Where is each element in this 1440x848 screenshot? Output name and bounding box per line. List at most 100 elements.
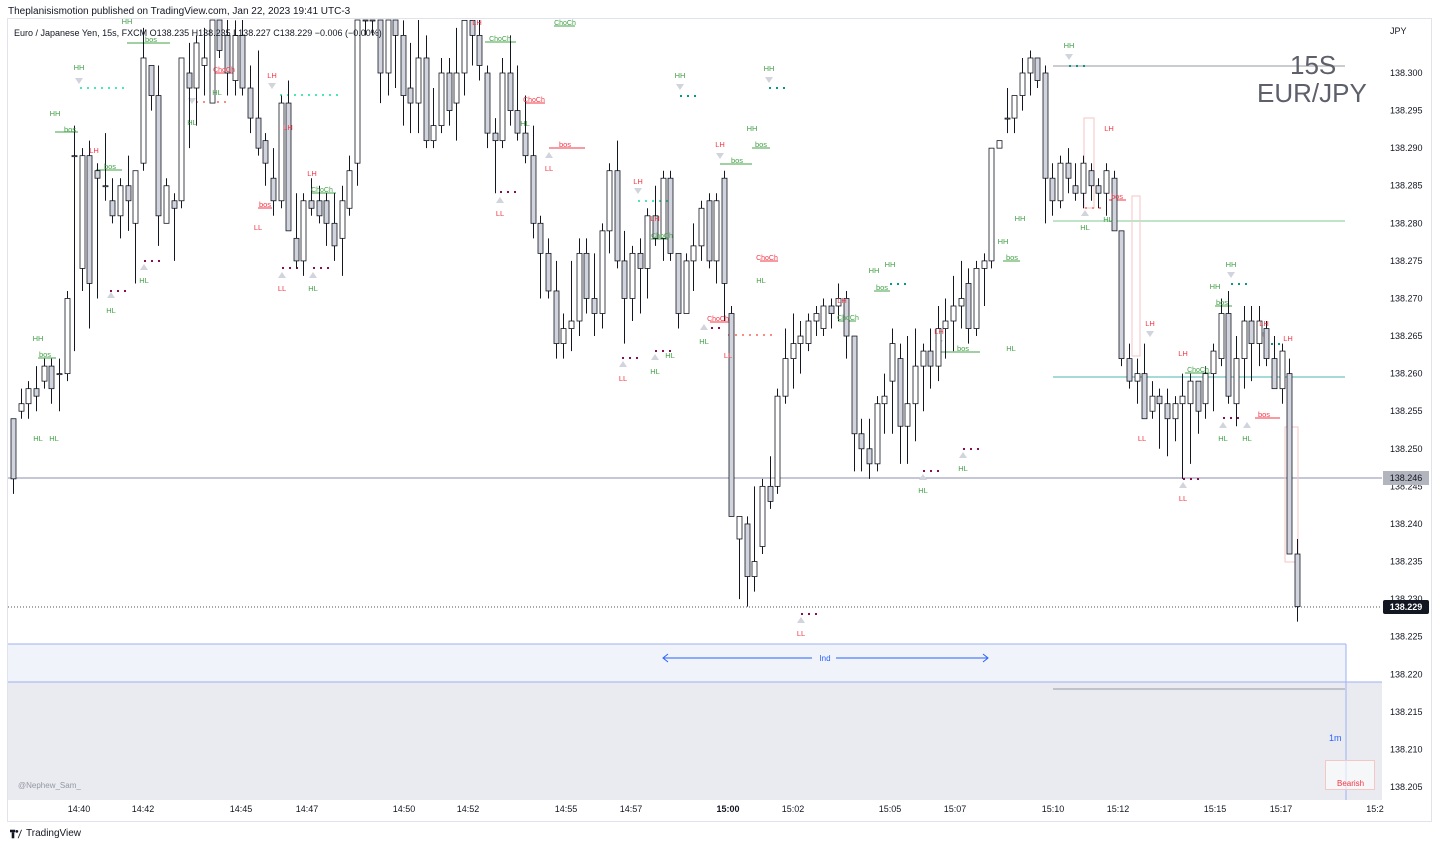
candle-body bbox=[48, 365, 55, 390]
structure-label: LH bbox=[1259, 319, 1269, 328]
candle-body bbox=[1057, 162, 1064, 202]
structure-label: LH bbox=[715, 140, 725, 149]
candle-body bbox=[583, 252, 590, 299]
currency-label: JPY bbox=[1390, 26, 1407, 36]
price-tick-label: 138.260 bbox=[1390, 369, 1423, 379]
candle-body bbox=[675, 252, 682, 314]
price-tick-label: 138.270 bbox=[1390, 293, 1423, 303]
price-tick-label: 138.255 bbox=[1390, 406, 1423, 416]
structure-label: ChoCh bbox=[213, 67, 235, 74]
structure-label: LL bbox=[496, 209, 504, 218]
symbol-name: Euro / Japanese Yen, 15s, FXCM bbox=[14, 28, 148, 38]
candle-body bbox=[728, 313, 735, 517]
structure-label: HH bbox=[885, 260, 896, 269]
candle-body bbox=[652, 215, 659, 239]
time-tick-label: 15:02 bbox=[782, 804, 805, 814]
structure-label: ChoCh bbox=[311, 187, 333, 194]
candle-body bbox=[721, 177, 728, 284]
structure-label: LL bbox=[1138, 434, 1146, 443]
candle-body bbox=[1065, 162, 1072, 179]
bias-box bbox=[1325, 760, 1375, 790]
structure-label: HL bbox=[212, 88, 222, 97]
structure-label: bos bbox=[1111, 192, 1123, 201]
structure-label: LL bbox=[724, 351, 732, 360]
candle-body bbox=[415, 57, 422, 104]
price-tick-label: 138.290 bbox=[1390, 143, 1423, 153]
candle-body bbox=[94, 170, 101, 179]
candle-body bbox=[1233, 358, 1240, 405]
candle-body bbox=[117, 185, 124, 217]
structure-label: ChoCh bbox=[651, 233, 673, 240]
structure-label: HL bbox=[665, 351, 675, 360]
price-axis[interactable]: 138.300 138.295 138.290 138.285 138.280 138.2… bbox=[1390, 68, 1423, 792]
candle-body bbox=[660, 177, 667, 239]
candle-body bbox=[1256, 320, 1263, 344]
candle-body bbox=[644, 215, 651, 269]
structure-label: bos bbox=[559, 140, 571, 149]
structure-label: LH bbox=[934, 327, 944, 336]
candle-body bbox=[545, 252, 552, 292]
price-tick-label: 138.230 bbox=[1390, 594, 1423, 604]
candle-body bbox=[33, 388, 40, 397]
candle-body bbox=[423, 57, 430, 142]
candle-body bbox=[18, 403, 25, 412]
time-axis[interactable]: 14:40 14:42 14:45 14:47 14:50 14:52 14:55 14:57… bbox=[68, 804, 1384, 814]
candle-body bbox=[125, 185, 132, 202]
candle-body bbox=[1218, 313, 1225, 359]
time-tick-label: 15:07 bbox=[944, 804, 967, 814]
structure-label: LH bbox=[472, 18, 482, 27]
current-price-value: 138.246 bbox=[1390, 473, 1423, 483]
candle-body bbox=[492, 132, 499, 142]
candle-body bbox=[621, 260, 628, 299]
price-tick-label: 138.210 bbox=[1390, 744, 1423, 754]
candle-body bbox=[973, 268, 980, 329]
candle-body bbox=[1156, 395, 1163, 405]
candle-body bbox=[713, 200, 720, 262]
candle-body bbox=[1179, 395, 1186, 405]
candle-body bbox=[965, 283, 972, 329]
structure-label: HL bbox=[33, 434, 43, 443]
structure-label: LH bbox=[1283, 334, 1293, 343]
candle-body bbox=[323, 200, 330, 224]
candle-body bbox=[1195, 380, 1202, 412]
structure-label: bos bbox=[1216, 298, 1228, 307]
candle-body bbox=[1042, 72, 1049, 179]
structure-label: HL bbox=[1103, 215, 1113, 224]
candle-body bbox=[392, 19, 399, 36]
swing-triangles bbox=[75, 54, 1268, 623]
structure-label: ChoCh bbox=[1187, 367, 1209, 374]
tradingview-logo[interactable]: TradingView bbox=[10, 828, 81, 839]
candle-body bbox=[782, 358, 789, 397]
candle-body bbox=[1118, 230, 1125, 359]
price-tick-label: 138.285 bbox=[1390, 181, 1423, 191]
structure-label: bos bbox=[39, 350, 51, 359]
candle-body bbox=[499, 72, 506, 142]
candle-body bbox=[1241, 320, 1248, 360]
publisher-header: Theplanisismotion published on TradingVi… bbox=[8, 6, 351, 17]
candle-body bbox=[767, 485, 774, 502]
candle-body bbox=[698, 207, 705, 247]
structure-label: LH bbox=[837, 296, 847, 305]
price-tick-label: 138.235 bbox=[1390, 557, 1423, 567]
candle-body bbox=[224, 35, 231, 74]
candle-body bbox=[683, 260, 690, 314]
candle-body bbox=[109, 200, 116, 217]
symbol-legend[interactable]: Euro / Japanese Yen, 15s, FXCM O138.235 … bbox=[14, 28, 382, 38]
structure-label: HH bbox=[675, 71, 686, 80]
candle-body bbox=[25, 388, 32, 405]
candle-body bbox=[178, 57, 185, 202]
candle-body bbox=[874, 403, 881, 465]
structure-label: HH bbox=[1210, 282, 1221, 291]
candle-body bbox=[591, 298, 598, 314]
chart-pane[interactable] bbox=[7, 18, 1432, 822]
candle-body bbox=[988, 147, 995, 262]
candle-body bbox=[1072, 185, 1079, 194]
candle-body bbox=[1263, 328, 1270, 359]
candle-body bbox=[606, 170, 613, 232]
candle-body bbox=[56, 373, 63, 376]
price-tick-label: 138.250 bbox=[1390, 444, 1423, 454]
candle-body bbox=[1095, 185, 1102, 194]
structure-label: LL bbox=[278, 284, 286, 293]
structure-label: bos bbox=[104, 162, 116, 171]
